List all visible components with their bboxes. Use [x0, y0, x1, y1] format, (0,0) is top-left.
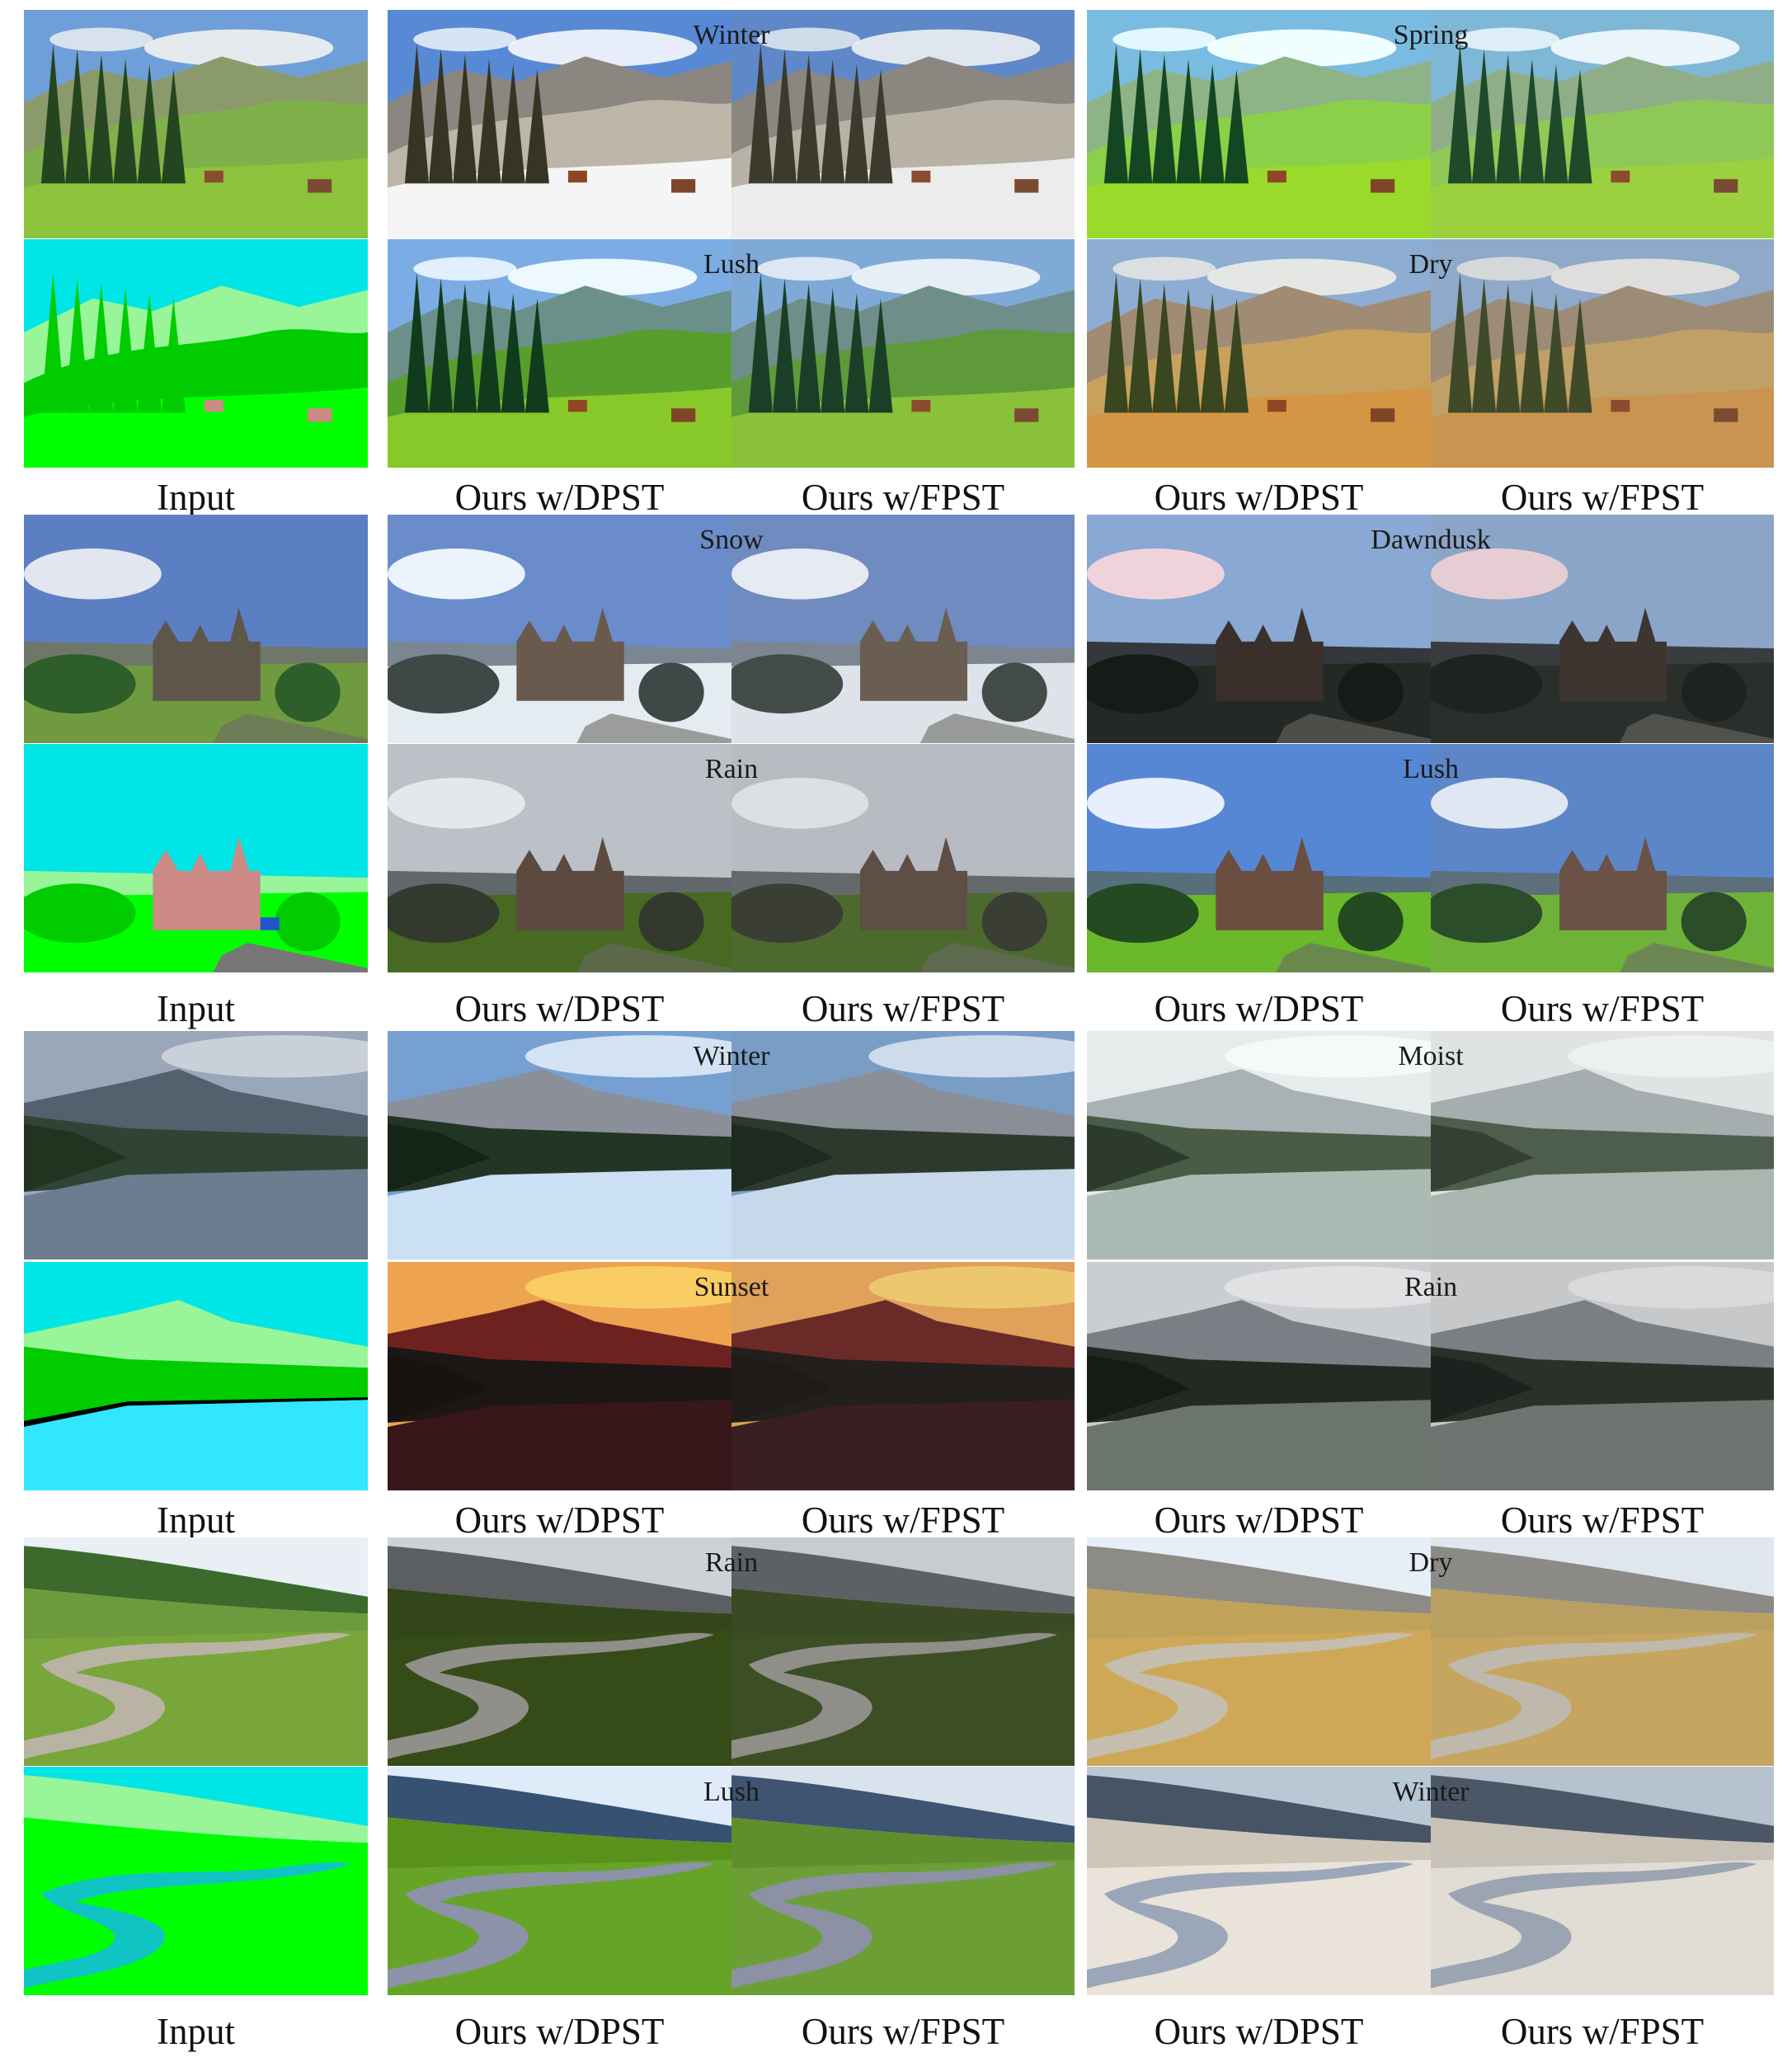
river-valley-caption-input: Input	[157, 2011, 235, 2052]
church-hill-attribute-label: Dawndusk	[1371, 525, 1491, 555]
mountain-lake-caption-input: Input	[157, 1499, 235, 1541]
church-hill-input-photo	[24, 515, 368, 743]
alpine-meadow-caption-fpst-b: Ours w/FPST	[1500, 477, 1705, 518]
mountain-lake-winter-dpst-result	[388, 1031, 731, 1259]
alpine-meadow-winter-fpst-result	[731, 10, 1075, 238]
alpine-meadow-dry-dpst-result	[1087, 239, 1431, 468]
river-valley-input-photo	[24, 1537, 368, 1766]
church-hill-caption-fpst-b: Ours w/FPST	[1500, 988, 1705, 1029]
alpine-meadow-caption-dpst-b: Ours w/DPST	[1154, 477, 1364, 518]
church-hill-caption-dpst-b: Ours w/DPST	[1154, 988, 1364, 1029]
mountain-lake-sunset-fpst-result	[731, 1262, 1075, 1490]
church-hill-dawndusk-fpst-result	[1431, 515, 1774, 743]
alpine-meadow-segmentation-map	[24, 239, 368, 468]
river-valley-caption-fpst-a: Ours w/FPST	[801, 2011, 1005, 2052]
mountain-lake-sunset-dpst-result	[388, 1262, 731, 1490]
alpine-meadow-caption-fpst-a: Ours w/FPST	[801, 477, 1005, 518]
alpine-meadow-attribute-label: Lush	[703, 249, 760, 280]
alpine-meadow-attribute-label: Spring	[1393, 20, 1469, 50]
mountain-lake-caption-fpst-b: Ours w/FPST	[1500, 1499, 1705, 1541]
river-valley-winter-fpst-result	[1431, 1767, 1774, 1995]
river-valley-lush-dpst-result	[388, 1767, 731, 1995]
river-valley-dry-fpst-result	[1431, 1537, 1774, 1766]
river-valley-segmentation-map	[24, 1767, 368, 1995]
alpine-meadow-attribute-label: Winter	[693, 20, 770, 50]
mountain-lake-moist-dpst-result	[1087, 1031, 1431, 1259]
church-hill-snow-fpst-result	[731, 515, 1075, 743]
alpine-meadow-attribute-label: Dry	[1409, 249, 1453, 280]
mountain-lake-rain-dpst-result	[1087, 1262, 1431, 1490]
church-hill-dawndusk-dpst-result	[1087, 515, 1431, 743]
church-hill-attribute-label: Rain	[704, 754, 759, 784]
alpine-meadow-winter-dpst-result	[388, 10, 731, 238]
mountain-lake-segmentation-map	[24, 1262, 368, 1490]
church-hill-segmentation-map	[24, 744, 368, 972]
mountain-lake-rain-fpst-result	[1431, 1262, 1774, 1490]
church-hill-lush-fpst-result	[1431, 744, 1774, 972]
church-hill-attribute-label: Snow	[699, 525, 764, 555]
alpine-meadow-spring-dpst-result	[1087, 10, 1431, 238]
church-hill-attribute-label: Lush	[1403, 754, 1459, 784]
river-valley-rain-dpst-result	[388, 1537, 731, 1766]
church-hill-snow-dpst-result	[388, 515, 731, 743]
river-valley-caption-dpst-b: Ours w/DPST	[1154, 2011, 1364, 2052]
river-valley-attribute-label: Rain	[704, 1547, 759, 1578]
alpine-meadow-caption-dpst-a: Ours w/DPST	[454, 477, 665, 518]
church-hill-rain-dpst-result	[388, 744, 731, 972]
river-valley-attribute-label: Dry	[1409, 1547, 1453, 1578]
mountain-lake-input-photo	[24, 1031, 368, 1259]
alpine-meadow-caption-input: Input	[157, 477, 235, 518]
river-valley-rain-fpst-result	[731, 1537, 1075, 1766]
alpine-meadow-lush-dpst-result	[388, 239, 731, 468]
river-valley-attribute-label: Lush	[703, 1777, 760, 1807]
mountain-lake-attribute-label: Winter	[693, 1041, 770, 1071]
church-hill-lush-dpst-result	[1087, 744, 1431, 972]
river-valley-winter-dpst-result	[1087, 1767, 1431, 1995]
mountain-lake-caption-dpst-a: Ours w/DPST	[454, 1499, 665, 1541]
alpine-meadow-dry-fpst-result	[1431, 239, 1774, 468]
mountain-lake-winter-fpst-result	[731, 1031, 1075, 1259]
river-valley-caption-dpst-a: Ours w/DPST	[454, 2011, 665, 2052]
mountain-lake-caption-dpst-b: Ours w/DPST	[1154, 1499, 1364, 1541]
mountain-lake-caption-fpst-a: Ours w/FPST	[801, 1499, 1005, 1541]
alpine-meadow-input-photo	[24, 10, 368, 238]
church-hill-caption-fpst-a: Ours w/FPST	[801, 988, 1005, 1029]
mountain-lake-attribute-label: Sunset	[694, 1272, 769, 1302]
river-valley-lush-fpst-result	[731, 1767, 1075, 1995]
river-valley-dry-dpst-result	[1087, 1537, 1431, 1766]
church-hill-rain-fpst-result	[731, 744, 1075, 972]
church-hill-caption-input: Input	[157, 988, 235, 1029]
mountain-lake-attribute-label: Rain	[1404, 1272, 1458, 1302]
river-valley-attribute-label: Winter	[1392, 1777, 1470, 1807]
mountain-lake-attribute-label: Moist	[1398, 1041, 1464, 1071]
church-hill-caption-dpst-a: Ours w/DPST	[454, 988, 665, 1029]
alpine-meadow-lush-fpst-result	[731, 239, 1075, 468]
mountain-lake-moist-fpst-result	[1431, 1031, 1774, 1259]
alpine-meadow-spring-fpst-result	[1431, 10, 1774, 238]
river-valley-caption-fpst-b: Ours w/FPST	[1500, 2011, 1705, 2052]
